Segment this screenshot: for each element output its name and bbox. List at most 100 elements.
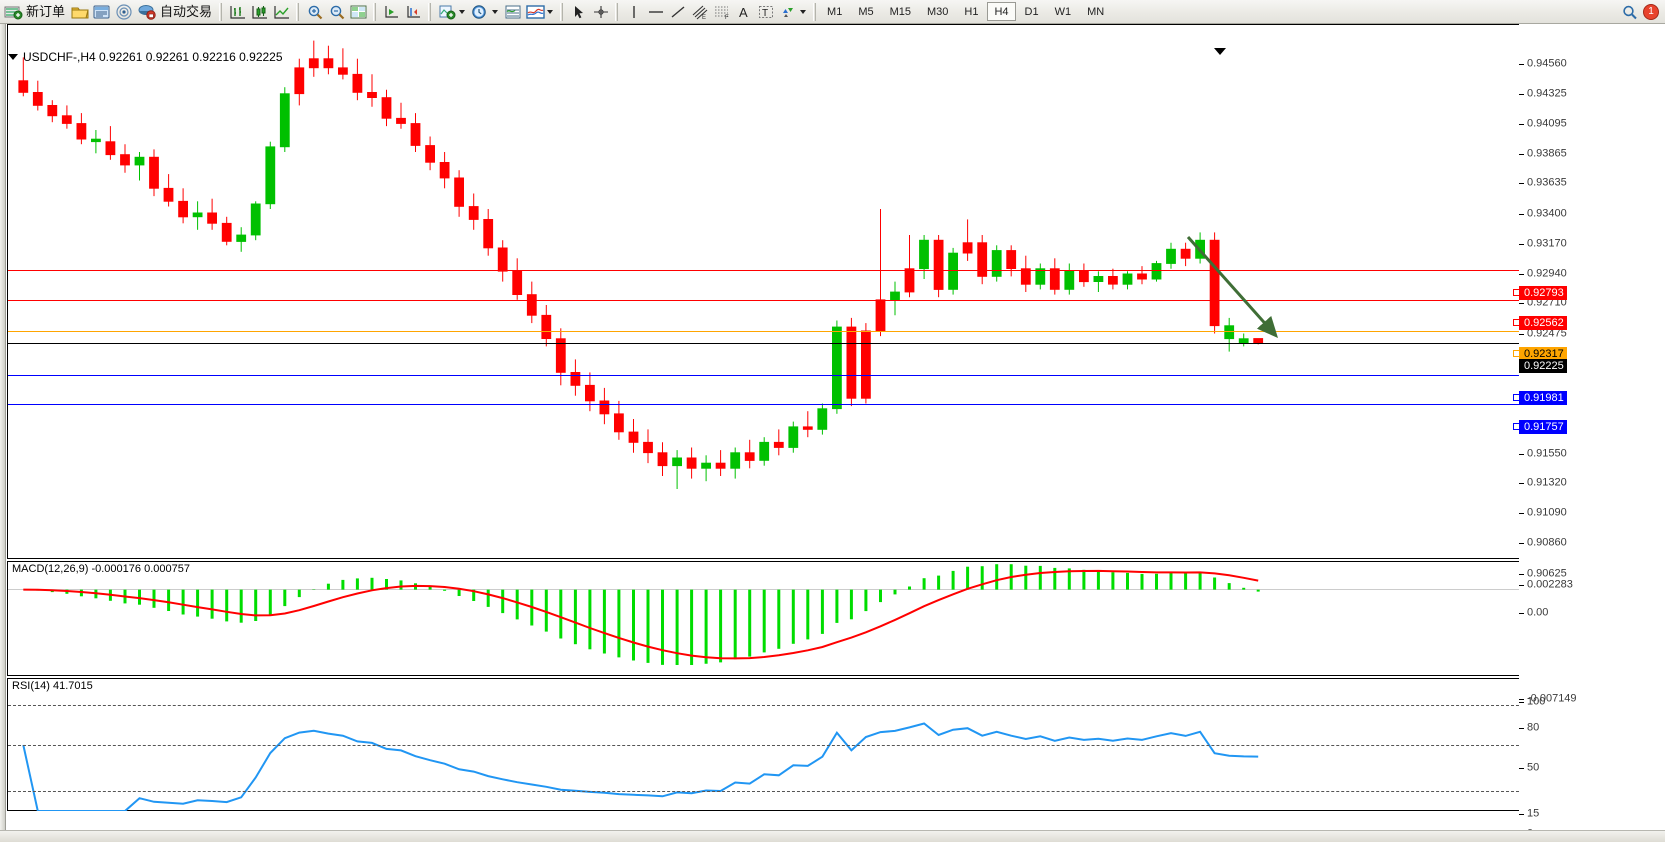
macd-axis-tick [1519, 699, 1524, 700]
svg-text:A: A [739, 5, 748, 20]
axis-tick [1519, 453, 1524, 455]
trendline-button[interactable] [666, 1, 688, 23]
timeframe-h4[interactable]: H4 [987, 2, 1016, 21]
chevron-down-icon[interactable] [547, 9, 554, 14]
price-tick-label: 0.91090 [1527, 506, 1567, 519]
chart-top-marker-icon [1214, 48, 1226, 55]
candlestick-chart-button[interactable] [248, 1, 270, 23]
autotrading-icon [137, 3, 157, 21]
template-select-button[interactable] [523, 1, 556, 23]
timeframe-h1[interactable]: H1 [964, 6, 979, 18]
hline-button[interactable] [644, 1, 666, 23]
notifications-button[interactable]: 1 [1640, 1, 1662, 23]
rsi-tick-label: 50 [1527, 761, 1540, 774]
left-scrollbar[interactable] [0, 24, 6, 842]
text-button[interactable]: A [732, 1, 754, 23]
price-level-line-orange[interactable] [8, 331, 1519, 333]
price-tick-label: 0.93865 [1527, 147, 1567, 160]
chevron-down-icon[interactable] [492, 9, 499, 14]
price-level-tag[interactable]: 0.92562 [1513, 315, 1567, 330]
level-drag-handle[interactable] [1513, 318, 1520, 326]
shift-start-button[interactable] [402, 1, 424, 23]
price-level-line-red[interactable] [8, 269, 1519, 271]
axis-tick [1519, 63, 1524, 65]
add-indicator-button[interactable] [435, 1, 468, 23]
rsi-pane[interactable]: RSI(14) 41.7015 [7, 678, 1519, 811]
macd-tick-label: -0.007149 [1527, 692, 1577, 705]
price-level-line-blue[interactable] [8, 374, 1519, 376]
price-level-tag[interactable]: 0.92793 [1513, 285, 1567, 300]
price-level-tag[interactable]: 0.91757 [1513, 419, 1567, 434]
fibonacci-button[interactable]: F [710, 1, 732, 23]
timeframe-m15[interactable]: M15 [889, 6, 911, 18]
timeframe-m1[interactable]: M1 [827, 6, 843, 18]
timeframe-mn[interactable]: MN [1087, 6, 1105, 18]
period-button[interactable] [468, 1, 501, 23]
toolbar-separator [813, 2, 817, 21]
timeframe-d1[interactable]: D1 [1024, 6, 1039, 18]
price-level-tag[interactable]: 0.92317 [1513, 347, 1567, 362]
equidistant-channel-button[interactable]: E [688, 1, 710, 23]
price-tick-label: 0.91550 [1527, 447, 1567, 460]
price-level-tag[interactable]: 0.91981 [1513, 390, 1567, 405]
shift-start-icon [405, 4, 421, 20]
line-chart-button[interactable] [270, 1, 292, 23]
price-scale-axis[interactable]: 0.94560 0.94325 0.94095 0.93865 0.93635 0.934… [1513, 48, 1665, 839]
templates-icon [504, 4, 521, 20]
add-indicator-icon [438, 4, 456, 20]
search-button[interactable] [1618, 1, 1640, 23]
chart-template-icon [526, 4, 545, 20]
level-drag-handle[interactable] [1513, 350, 1520, 358]
shapes-button[interactable] [776, 1, 809, 23]
macd-tick-label: 0.00 [1527, 606, 1549, 619]
price-level-line-red[interactable] [8, 299, 1519, 301]
rsi-tick-label: 80 [1527, 721, 1540, 734]
equidistant-channel-icon: E [691, 4, 708, 21]
level-drag-handle[interactable] [1513, 422, 1520, 430]
axis-tick [1519, 273, 1524, 275]
price-tick-label: 0.92940 [1527, 267, 1567, 280]
templates-button[interactable] [501, 1, 523, 23]
chevron-down-icon[interactable] [459, 9, 466, 14]
vline-button[interactable] [622, 1, 644, 23]
shift-end-button[interactable] [380, 1, 402, 23]
rsi-axis-tick [1519, 768, 1524, 769]
timeframe-m30[interactable]: M30 [927, 6, 949, 18]
grid-button[interactable] [347, 1, 369, 23]
macd-label: MACD(12,26,9) -0.000176 0.000757 [12, 563, 190, 575]
rsi-tick-label: 15 [1527, 807, 1540, 820]
crosshair-button[interactable] [589, 1, 611, 23]
chart-menu-icon[interactable] [8, 54, 18, 60]
shapes-icon [779, 4, 795, 20]
toolbar-separator [560, 2, 564, 21]
chevron-down-icon[interactable] [800, 9, 807, 14]
signal-button[interactable] [112, 1, 134, 23]
macd-pane[interactable]: MACD(12,26,9) -0.000176 0.000757 [7, 561, 1519, 676]
price-level-line-black[interactable] [8, 343, 1519, 345]
price-level-tag[interactable]: 0.92225 [1519, 359, 1567, 374]
timeframe-m5[interactable]: M5 [858, 6, 874, 18]
data-window-icon [93, 4, 110, 20]
chart-area: USDCHF-,H4 0.92261 0.92261 0.92216 0.922… [0, 24, 1665, 842]
level-drag-handle[interactable] [1513, 393, 1520, 401]
symbol-info-text: USDCHF-,H4 0.92261 0.92261 0.92216 0.922… [23, 50, 283, 64]
folder-button[interactable] [68, 1, 90, 23]
label-button[interactable]: T [754, 1, 776, 23]
zoom-out-icon [328, 4, 345, 20]
axis-tick [1519, 333, 1524, 335]
bar-chart-button[interactable] [226, 1, 248, 23]
zoom-in-button[interactable] [303, 1, 325, 23]
autotrading-label: 自动交易 [160, 4, 213, 19]
rsi-label: RSI(14) 41.7015 [12, 680, 93, 692]
cursor-button[interactable] [567, 1, 589, 23]
level-drag-handle[interactable] [1513, 288, 1520, 296]
price-pane[interactable] [7, 24, 1519, 559]
price-level-line-blue[interactable] [8, 403, 1519, 405]
macd-axis-tick [1519, 585, 1524, 586]
new-order-button[interactable]: 新订单 [0, 1, 68, 23]
data-window-button[interactable] [90, 1, 112, 23]
zoom-out-button[interactable] [325, 1, 347, 23]
timeframe-w1[interactable]: W1 [1054, 6, 1072, 18]
autotrading-button[interactable]: 自动交易 [134, 1, 215, 23]
